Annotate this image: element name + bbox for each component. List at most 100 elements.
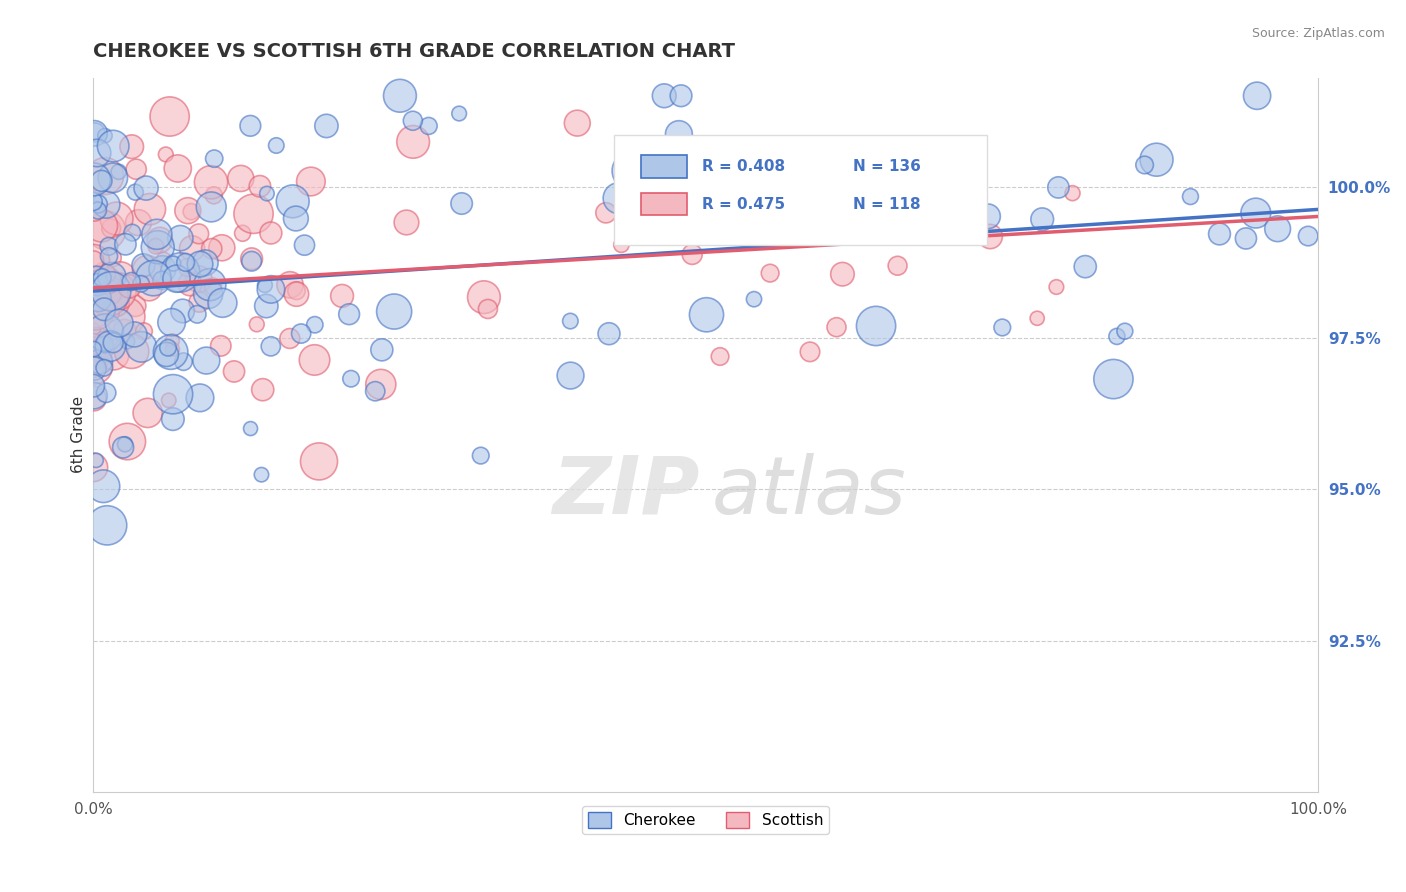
Point — [1105, 329, 1128, 343]
Point — [229, 171, 252, 186]
Text: R = 0.408: R = 0.408 — [702, 159, 785, 174]
Point — [187, 272, 209, 286]
Point — [94, 267, 117, 281]
Point — [159, 345, 181, 359]
Point — [145, 239, 167, 253]
Point — [125, 162, 148, 177]
Point — [709, 350, 731, 364]
Point — [121, 344, 143, 359]
Point — [285, 287, 308, 301]
Point — [155, 347, 177, 361]
Point — [610, 237, 633, 252]
Point — [197, 287, 219, 301]
Point — [669, 88, 692, 103]
Point — [83, 285, 105, 299]
Point — [93, 335, 115, 350]
Text: N = 136: N = 136 — [852, 159, 921, 174]
Point — [1133, 158, 1156, 172]
Point — [114, 237, 136, 252]
Point — [1244, 206, 1267, 220]
Point — [124, 299, 146, 313]
Point — [94, 337, 117, 351]
Point — [260, 282, 283, 296]
Point — [117, 334, 139, 349]
Point — [1026, 311, 1049, 326]
Point — [103, 348, 125, 362]
Point — [98, 339, 121, 353]
Point — [1146, 153, 1168, 167]
Point — [449, 106, 471, 120]
Point — [107, 165, 129, 179]
Point — [98, 285, 121, 300]
Point — [211, 241, 233, 255]
Point — [450, 196, 472, 211]
Point — [607, 191, 630, 205]
Point — [93, 479, 115, 493]
Point — [82, 345, 104, 359]
Point — [100, 285, 122, 299]
Point — [162, 412, 184, 426]
Point — [620, 164, 643, 178]
Point — [94, 128, 117, 143]
Point — [142, 271, 165, 285]
Point — [166, 271, 188, 285]
Point — [83, 359, 105, 373]
Point — [91, 270, 114, 285]
Point — [402, 113, 425, 128]
Point — [855, 182, 877, 196]
Point — [260, 339, 283, 353]
Point — [87, 292, 110, 306]
Point — [91, 301, 114, 315]
Point — [83, 126, 105, 140]
Point — [991, 320, 1014, 334]
Point — [101, 139, 124, 153]
Point — [83, 204, 105, 219]
Point — [1045, 280, 1067, 294]
Point — [560, 368, 582, 383]
Point — [477, 301, 499, 316]
Point — [681, 247, 703, 261]
Point — [101, 335, 124, 350]
Point — [256, 186, 278, 201]
Point — [200, 200, 222, 214]
Text: R = 0.475: R = 0.475 — [702, 196, 785, 211]
Text: atlas: atlas — [711, 453, 907, 531]
Point — [83, 339, 105, 353]
Point — [146, 227, 169, 242]
Point — [402, 135, 425, 149]
Point — [162, 387, 184, 401]
Point — [121, 226, 143, 240]
Point — [174, 255, 197, 269]
Point — [150, 273, 173, 287]
Text: N = 118: N = 118 — [852, 196, 920, 211]
Point — [83, 254, 105, 268]
Point — [855, 172, 877, 186]
Point — [82, 194, 104, 209]
Point — [364, 384, 387, 399]
Point — [560, 314, 582, 328]
Point — [114, 437, 136, 451]
Point — [100, 221, 122, 235]
Point — [382, 304, 405, 318]
Point — [112, 277, 135, 291]
Point — [83, 359, 105, 374]
Point — [752, 192, 775, 206]
Text: Source: ZipAtlas.com: Source: ZipAtlas.com — [1251, 27, 1385, 40]
Point — [249, 179, 271, 194]
Point — [308, 454, 330, 468]
Point — [1246, 88, 1268, 103]
Point — [84, 303, 107, 318]
Point — [668, 127, 690, 141]
Point — [188, 257, 211, 271]
Point — [177, 203, 200, 218]
Point — [1047, 180, 1070, 194]
Point — [138, 281, 160, 295]
Point — [82, 323, 104, 337]
Point — [470, 449, 492, 463]
Point — [131, 340, 153, 354]
Text: ZIP: ZIP — [553, 453, 699, 531]
Point — [86, 146, 108, 161]
Point — [751, 150, 773, 164]
Point — [162, 256, 184, 270]
Point — [150, 262, 173, 277]
